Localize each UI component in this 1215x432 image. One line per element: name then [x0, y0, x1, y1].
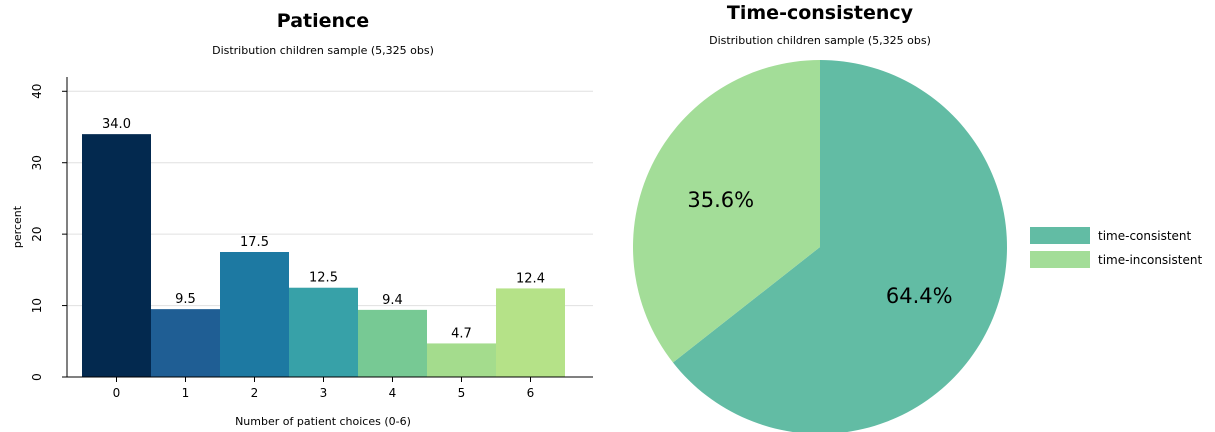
time-consistency-pie-chart: Time-consistency Distribution children s… — [632, 2, 1202, 432]
bar-x-tick-label: 4 — [389, 386, 397, 400]
pie-slice-labels: 64.4% 35.6% — [687, 188, 952, 308]
pie-chart-subtitle: Distribution children sample (5,325 obs) — [709, 34, 931, 47]
bar-x-tick-label: 5 — [458, 386, 466, 400]
pie-slice-label: 64.4% — [886, 284, 953, 308]
pie-legend: time-consistent time-inconsistent — [1030, 227, 1202, 268]
bar-1 — [151, 309, 220, 377]
legend-label: time-consistent — [1098, 229, 1192, 243]
bar-series — [82, 134, 565, 377]
patience-bar-chart: Patience Distribution children sample (5… — [11, 10, 593, 428]
bar-5 — [427, 343, 496, 377]
bar-value-label: 12.5 — [309, 271, 338, 286]
legend-swatch — [1030, 227, 1090, 244]
bar-x-tick-label: 3 — [320, 386, 328, 400]
bar-6 — [496, 288, 565, 377]
bar-y-axis-label: percent — [11, 205, 24, 248]
bar-x-tick-label: 6 — [527, 386, 535, 400]
bar-y-tick-label: 30 — [30, 155, 44, 170]
bar-y-tick-label: 0 — [30, 373, 44, 381]
pie-slice-time-inconsistent — [632, 60, 820, 363]
legend-swatch — [1030, 251, 1090, 268]
bar-4 — [358, 309, 427, 377]
pie-slice-label: 35.6% — [687, 188, 754, 212]
bar-value-label: 12.4 — [516, 271, 545, 286]
bar-y-axis-ticks: 0 10 20 30 40 — [30, 84, 67, 381]
bar-value-label: 9.4 — [382, 293, 403, 308]
bar-y-tick-label: 20 — [30, 227, 44, 242]
bar-y-tick-label: 40 — [30, 84, 44, 99]
bar-value-label: 34.0 — [102, 117, 131, 132]
legend-label: time-inconsistent — [1098, 253, 1202, 267]
bar-2 — [220, 252, 289, 377]
bar-x-axis-label: Number of patient choices (0-6) — [235, 415, 411, 428]
pie-slice-time-consistent — [672, 60, 1007, 432]
bar-chart-subtitle: Distribution children sample (5,325 obs) — [212, 44, 434, 57]
bar-0 — [82, 134, 151, 377]
bar-x-tick-label: 1 — [182, 386, 190, 400]
bar-y-tick-label: 10 — [30, 298, 44, 313]
bar-value-labels: 34.0 9.5 17.5 12.5 9.4 4.7 12.4 — [102, 117, 545, 341]
bar-chart-title: Patience — [277, 10, 369, 32]
bar-x-axis-ticks: 0 1 2 3 4 5 6 — [113, 377, 535, 400]
pie-chart-title: Time-consistency — [727, 2, 914, 24]
pie-slices — [632, 60, 1007, 432]
bar-x-tick-label: 2 — [251, 386, 259, 400]
bar-x-tick-label: 0 — [113, 386, 121, 400]
bar-value-label: 17.5 — [240, 235, 269, 250]
bar-3 — [289, 287, 358, 377]
bar-value-label: 9.5 — [175, 292, 196, 307]
bar-value-label: 4.7 — [451, 326, 472, 341]
